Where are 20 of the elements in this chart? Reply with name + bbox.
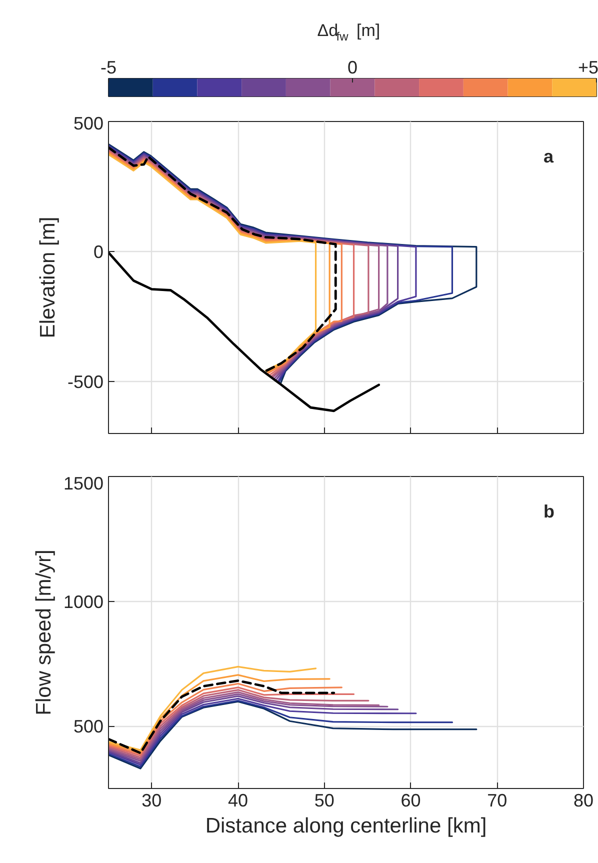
annotation: a bbox=[544, 146, 554, 166]
x-tick-label: 30 bbox=[142, 790, 162, 810]
y-tick-label: 500 bbox=[73, 716, 104, 737]
y-axis-title: Flow speed [m/yr] bbox=[32, 550, 56, 716]
y-tick-label: -500 bbox=[67, 372, 104, 392]
color-bar-label: -5 bbox=[100, 58, 117, 78]
y-tick-label: 0 bbox=[93, 242, 104, 262]
color-bar-label: +5 bbox=[578, 58, 598, 78]
x-tick-label: 60 bbox=[400, 790, 421, 810]
y-tick-label: 1000 bbox=[63, 592, 104, 612]
annotation: b bbox=[544, 502, 554, 522]
x-tick-label: 40 bbox=[228, 790, 248, 810]
x-tick-label: 70 bbox=[487, 790, 508, 810]
x-axis-title: Distance along centerline [km] bbox=[205, 814, 487, 838]
y-tick-label: 500 bbox=[73, 114, 104, 134]
y-axis-title: Elevation [m] bbox=[36, 216, 60, 338]
x-tick-label: 80 bbox=[573, 790, 594, 810]
color-bar-label: 0 bbox=[347, 58, 358, 78]
y-tick-label: 1500 bbox=[63, 474, 104, 494]
x-tick-label: 50 bbox=[314, 790, 334, 810]
